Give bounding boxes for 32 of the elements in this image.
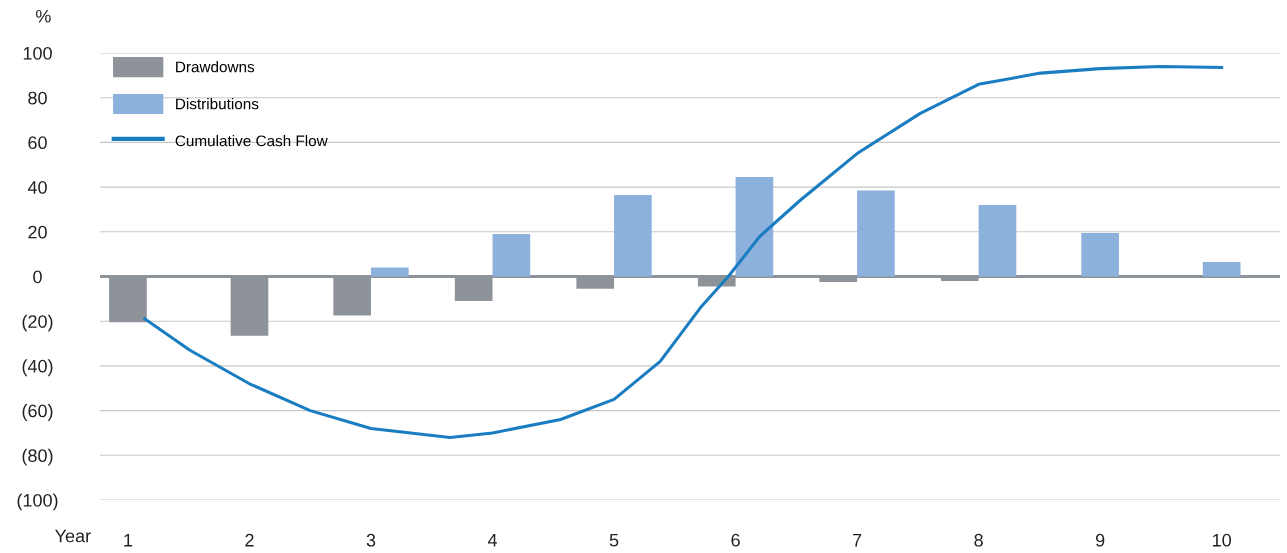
x-tick-label: 9 xyxy=(1095,533,1105,547)
x-tick-label: 8 xyxy=(974,533,983,547)
bar xyxy=(614,194,652,277)
y-axis-title: % xyxy=(35,9,51,23)
bar xyxy=(492,234,531,277)
y-tick-label: 60 xyxy=(28,136,47,150)
x-tick-label: 5 xyxy=(609,534,619,547)
y-tick-label: 0 xyxy=(33,270,42,284)
y-tick-label: 40 xyxy=(27,181,47,194)
x-tick-label: 6 xyxy=(731,533,740,547)
bar xyxy=(371,267,409,277)
x-tick-label: 7 xyxy=(853,534,862,547)
x-tick-label: 10 xyxy=(1213,533,1231,547)
bar xyxy=(978,204,1017,277)
legend-label: Cumulative Cash Flow xyxy=(175,135,328,147)
x-axis-title: Year xyxy=(55,529,91,543)
x-tick-label: 2 xyxy=(245,533,254,547)
y-tick-label: (40) xyxy=(22,359,53,377)
y-tick-label: (60) xyxy=(22,404,53,421)
x-tick-label: 3 xyxy=(366,533,376,547)
y-tick-label: 20 xyxy=(28,225,47,239)
x-tick-label: 4 xyxy=(487,534,498,547)
bar xyxy=(735,177,774,277)
y-tick-label: (80) xyxy=(22,448,53,466)
x-tick-label: 1 xyxy=(124,534,133,547)
legend-label: Drawdowns xyxy=(176,61,255,73)
y-tick-label: (100) xyxy=(17,493,58,511)
bar xyxy=(857,190,895,277)
y-tick-label: 80 xyxy=(28,91,47,105)
legend-label: Distributions xyxy=(176,98,259,110)
y-tick-label: (20) xyxy=(22,314,53,332)
y-tick-label: 100 xyxy=(23,46,52,60)
